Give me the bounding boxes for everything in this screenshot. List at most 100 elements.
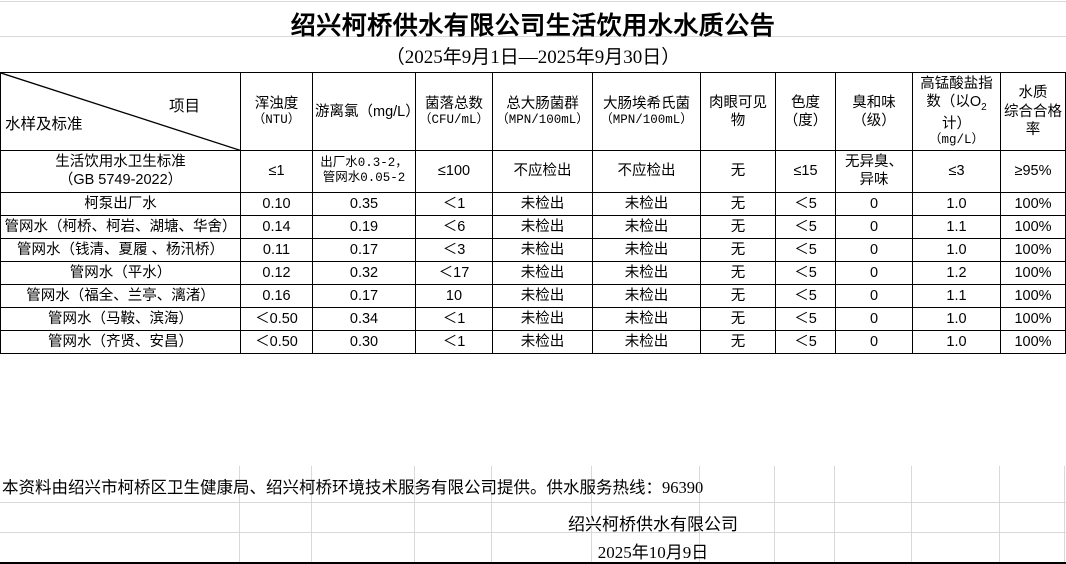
cell-free-chlorine: 0.34: [312, 307, 416, 332]
gridline-v-3: [414, 466, 415, 564]
bottom-border: [0, 562, 1066, 564]
table-row: 管网水（马鞍、滨海） ＜0.50 0.34 ＜1 未检出 未检出 无 ＜5 0 …: [0, 307, 1066, 332]
standard-total-coliform: 不应检出: [492, 150, 593, 193]
table-row: 柯泵出厂水 0.10 0.35 ＜1 未检出 未检出 无 ＜5 0 1.0 10…: [0, 191, 1066, 216]
cell-colony-count: ＜1: [415, 191, 493, 216]
cell-e-coli: 未检出: [592, 307, 701, 332]
cell-pass-rate: 100%: [1000, 330, 1066, 355]
cell-odor-taste: 0: [835, 237, 913, 262]
cell-e-coli: 未检出: [592, 214, 701, 239]
cell-e-coli: 未检出: [592, 330, 701, 355]
column-header-chroma: 色度 （度）: [775, 71, 836, 152]
table-row: 管网水（柯桥、柯岩、湖塘、华舍） 0.14 0.19 ＜6 未检出 未检出 无 …: [0, 214, 1066, 239]
column-header-total-coliform: 总大肠菌群 （MPN/100mL）: [492, 71, 593, 152]
row-sample-name: 柯泵出厂水: [0, 191, 241, 216]
cell-total-coliform: 未检出: [492, 307, 593, 332]
gridline-v-2: [311, 466, 312, 564]
gridline-v-5: [591, 466, 592, 564]
cell-pass-rate: 100%: [1000, 307, 1066, 332]
column-header-colony-count: 菌落总数 （CFU/mL）: [415, 71, 493, 152]
cell-odor-taste: 0: [835, 284, 913, 309]
footer-note: 本资料由绍兴市柯桥区卫生健康局、绍兴柯桥环境技术服务有限公司提供。供水服务热线：…: [2, 478, 704, 497]
standard-colony-count: ≤100: [415, 150, 493, 193]
cell-odor-taste: 0: [835, 307, 913, 332]
row-sample-name: 管网水（福全、兰亭、漓渚）: [0, 284, 241, 309]
cell-odor-taste: 0: [835, 260, 913, 286]
row-sample-name: 管网水（齐贤、安昌）: [0, 330, 241, 355]
cell-permanganate-index: 1.0: [912, 237, 1001, 262]
standard-turbidity: ≤1: [240, 150, 313, 193]
cell-colony-count: ＜17: [415, 260, 493, 286]
cell-odor-taste: 0: [835, 191, 913, 216]
cell-total-coliform: 未检出: [492, 191, 593, 216]
cell-odor-taste: 0: [835, 214, 913, 239]
footer-date: 2025年10月9日: [597, 543, 709, 562]
cell-total-coliform: 未检出: [492, 237, 593, 262]
standard-pass-rate: ≥95%: [1000, 150, 1066, 193]
corner-col-axis-label: 项目: [168, 98, 200, 115]
gridline-footer-1: [0, 502, 1066, 503]
column-header-odor-taste: 臭和味 （级）: [835, 71, 913, 152]
column-header-permanganate-index: 高锰酸盐指 数（以O2计） （mg/L）: [912, 71, 1001, 152]
cell-colony-count: ＜1: [415, 330, 493, 355]
cell-turbidity: 0.12: [240, 260, 313, 286]
column-header-e-coli: 大肠埃希氏菌 （MPN/100mL）: [592, 71, 701, 152]
cell-pass-rate: 100%: [1000, 214, 1066, 239]
corner-row-axis-label: 水样及标准: [5, 115, 83, 133]
gridline-v-4: [491, 466, 492, 564]
cell-chroma: ＜5: [775, 284, 836, 309]
row-sample-name: 管网水（钱清、夏履 、杨汛桥）: [0, 237, 241, 262]
cell-turbidity: ＜0.50: [240, 307, 313, 332]
cell-free-chlorine: 0.19: [312, 214, 416, 239]
table-row: 管网水（福全、兰亭、漓渚） 0.16 0.17 10 未检出 未检出 无 ＜5 …: [0, 284, 1066, 309]
cell-permanganate-index: 1.1: [912, 214, 1001, 239]
standard-e-coli: 不应检出: [592, 150, 701, 193]
cell-turbidity: 0.14: [240, 214, 313, 239]
cell-e-coli: 未检出: [592, 284, 701, 309]
cell-e-coli: 未检出: [592, 260, 701, 286]
page-title: 绍兴柯桥供水有限公司生活饮用水水质公告: [290, 13, 776, 40]
standard-odor-taste: 无异臭、 异味: [835, 150, 913, 193]
cell-permanganate-index: 1.0: [912, 330, 1001, 355]
cell-visible-matter: 无: [700, 260, 776, 286]
column-header-visible-matter: 肉眼可见物: [700, 71, 776, 152]
table-row: 管网水（齐贤、安昌） ＜0.50 0.30 ＜1 未检出 未检出 无 ＜5 0 …: [0, 330, 1066, 355]
gridline-v-11: [1064, 466, 1065, 564]
gridline-v-10: [999, 466, 1000, 564]
gridline-v-6: [699, 466, 700, 564]
cell-free-chlorine: 0.17: [312, 284, 416, 309]
table-row-standard: 生活饮用水卫生标准 （GB 5749-2022） ≤1 出厂水0.3-2， 管网…: [0, 150, 1066, 193]
cell-colony-count: ＜3: [415, 237, 493, 262]
table-row: 管网水（平水） 0.12 0.32 ＜17 未检出 未检出 无 ＜5 0 1.2…: [0, 260, 1066, 286]
cell-chroma: ＜5: [775, 191, 836, 216]
cell-total-coliform: 未检出: [492, 330, 593, 355]
cell-pass-rate: 100%: [1000, 260, 1066, 286]
cell-pass-rate: 100%: [1000, 237, 1066, 262]
footer-company: 绍兴柯桥供水有限公司: [568, 515, 738, 534]
standard-row-name: 生活饮用水卫生标准 （GB 5749-2022）: [0, 150, 241, 193]
gridline-v-9: [911, 466, 912, 564]
cell-turbidity: 0.16: [240, 284, 313, 309]
row-sample-name: 管网水（平水）: [0, 260, 241, 286]
cell-colony-count: ＜6: [415, 214, 493, 239]
cell-turbidity: 0.10: [240, 191, 313, 216]
page-subtitle-date-range: （2025年9月1日—2025年9月30日）: [385, 47, 681, 68]
cell-chroma: ＜5: [775, 260, 836, 286]
cell-permanganate-index: 1.0: [912, 191, 1001, 216]
column-header-free-chlorine: 游离氯（mg/L）: [312, 71, 420, 152]
cell-free-chlorine: 0.17: [312, 237, 416, 262]
cell-visible-matter: 无: [700, 284, 776, 309]
standard-visible-matter: 无: [700, 150, 776, 193]
standard-free-chlorine: 出厂水0.3-2， 管网水0.05-2: [312, 150, 416, 193]
cell-permanganate-index: 1.0: [912, 307, 1001, 332]
cell-permanganate-index: 1.2: [912, 260, 1001, 286]
cell-free-chlorine: 0.35: [312, 191, 416, 216]
gridline-footer-2: [0, 532, 1066, 533]
cell-visible-matter: 无: [700, 307, 776, 332]
gridline-top: [0, 1, 1066, 2]
column-header-pass-rate: 水质 综合合格率: [1000, 71, 1066, 152]
gridline-v-7: [774, 466, 775, 564]
cell-e-coli: 未检出: [592, 237, 701, 262]
